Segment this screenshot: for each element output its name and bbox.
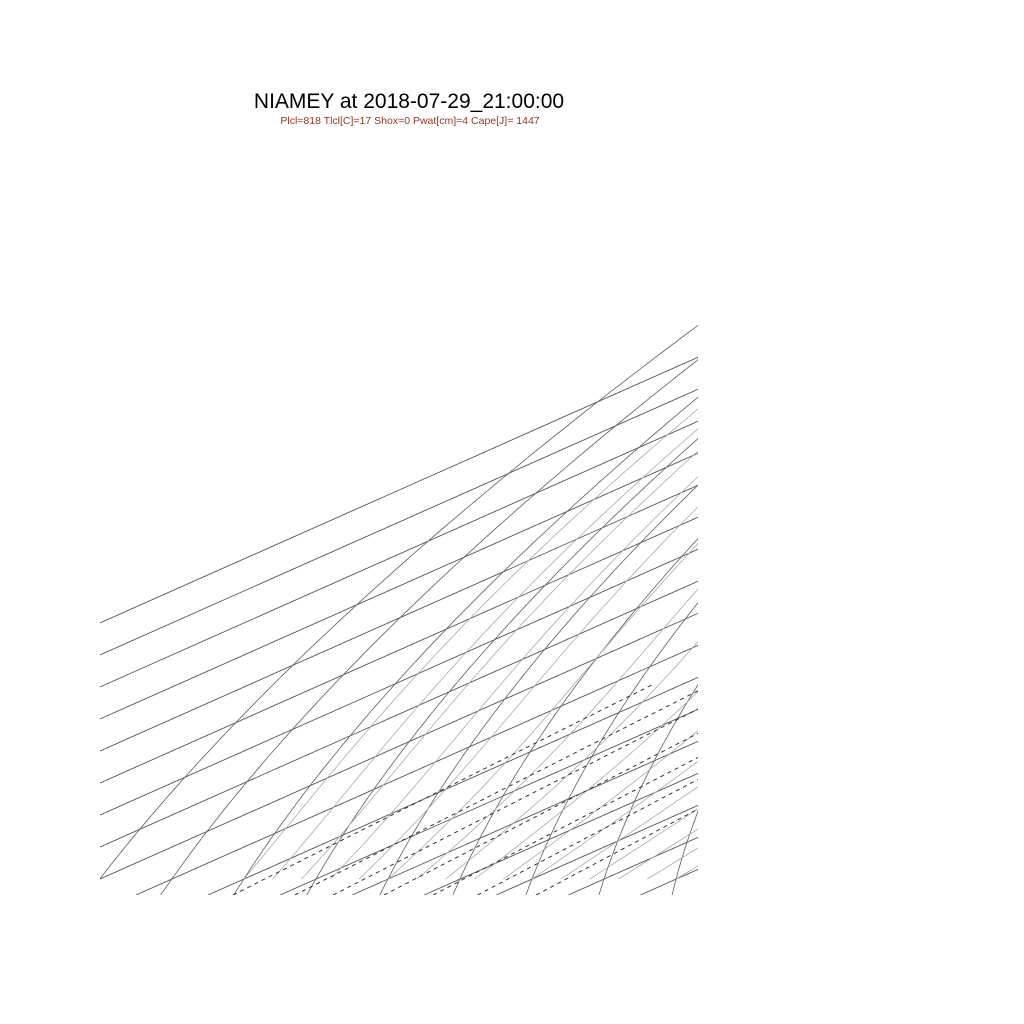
moist-adiabat-line (618, 828, 698, 880)
dry-adiabat-line (100, 324, 698, 880)
chart-title: NIAMEY at 2018-07-29_21:00:00 (254, 90, 564, 113)
isotherm-line (207, 676, 698, 895)
moist-adiabat-line (502, 730, 698, 880)
moist-adiabat-line (301, 450, 698, 880)
isotherm-line (135, 644, 698, 895)
mixing-ratio-line (383, 732, 698, 895)
moist-adiabat-line (243, 408, 698, 880)
dry-adiabat-line (160, 359, 698, 895)
mixing-ratio-line (535, 808, 698, 895)
dry-adiabat-line (306, 438, 698, 895)
dry-adiabat-line (671, 810, 698, 895)
isotherm-line (496, 804, 698, 895)
dry-adiabat-line (964, 137, 1024, 895)
moist-adiabat-line (445, 641, 698, 880)
moist-adiabat-line (416, 588, 698, 880)
isotherm-line (100, 516, 698, 784)
isotherm-line (351, 740, 698, 895)
mixing-ratio-line (432, 756, 698, 895)
isotherm-line (712, 131, 1024, 895)
dry-adiabat-line (452, 537, 698, 895)
dry-adiabat-line (818, 137, 1024, 895)
dry-adiabat-line (598, 683, 698, 895)
isotherm-line (100, 580, 698, 848)
moist-adiabat-line (272, 428, 698, 880)
isotherm-line (640, 868, 698, 895)
mixing-ratio-line (232, 684, 653, 895)
moist-adiabat-line (531, 760, 698, 880)
dry-adiabat-line (525, 601, 698, 895)
isotherm-line (100, 548, 698, 816)
moist-adiabat-line (646, 847, 698, 880)
moist-adiabat-line (675, 865, 698, 880)
dry-adiabat-line (379, 484, 698, 895)
moist-adiabat-line (589, 808, 698, 880)
isotherm-line (100, 452, 698, 720)
dry-adiabat-line (745, 137, 1024, 895)
mixing-ratio-line (477, 778, 698, 895)
grid-layer (100, 131, 1024, 895)
moist-adiabat-line (358, 506, 698, 880)
moist-adiabat-line (387, 542, 698, 880)
dry-adiabat-line (891, 137, 1024, 895)
isotherm-line (100, 484, 698, 752)
isotherm-line (100, 388, 698, 656)
isotherm-line (424, 772, 698, 895)
isotherm-line (100, 420, 698, 688)
isotherm-line (100, 356, 698, 624)
dry-adiabat-line (233, 396, 698, 895)
title-group: NIAMEY at 2018-07-29_21:00:00 Plcl=818 Tl… (254, 90, 564, 127)
isotherm-line (100, 612, 698, 880)
moist-adiabat-line (560, 786, 698, 880)
mixing-ratio-line (332, 708, 698, 895)
chart-subtitle: Plcl=818 Tlcl[C]=17 Shox=0 Pwat[cm]=4 Ca… (280, 115, 539, 127)
moist-adiabat-line (329, 476, 698, 880)
mixing-ratio-line (294, 690, 698, 895)
moist-adiabat-line (474, 691, 698, 880)
isotherm-line (784, 131, 1024, 895)
isotherm-line (279, 708, 698, 895)
